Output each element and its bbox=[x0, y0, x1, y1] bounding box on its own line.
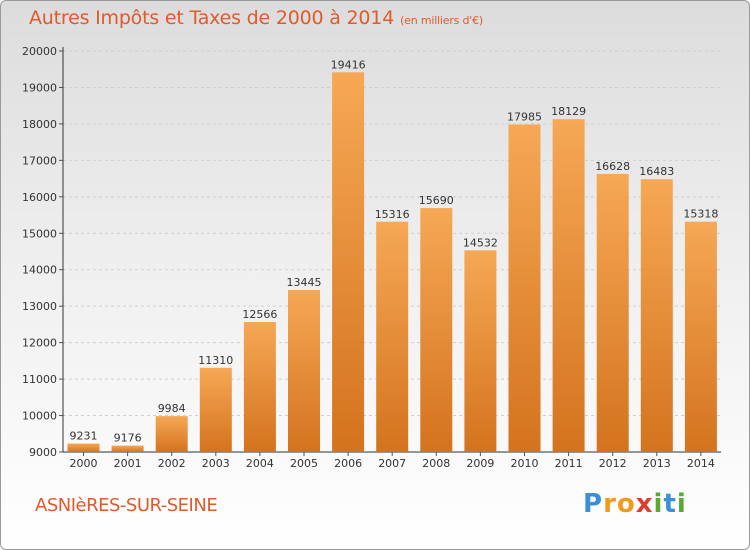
value-label: 15316 bbox=[375, 208, 410, 221]
logo-letter: i bbox=[676, 489, 687, 519]
value-label: 19416 bbox=[331, 58, 366, 71]
value-label: 13445 bbox=[287, 276, 322, 289]
value-label: 16483 bbox=[639, 165, 674, 178]
bar bbox=[243, 322, 276, 452]
y-tick-label: 18000 bbox=[22, 118, 57, 131]
x-tick-label: 2001 bbox=[114, 457, 142, 470]
bar bbox=[288, 289, 320, 452]
x-tick-label: 2012 bbox=[599, 457, 627, 470]
logo-letter: r bbox=[603, 489, 617, 519]
value-label: 15318 bbox=[683, 208, 718, 221]
x-tick-label: 2004 bbox=[246, 457, 274, 470]
logo-letter: x bbox=[635, 489, 654, 519]
value-label: 11310 bbox=[198, 354, 233, 367]
y-tick-label: 13000 bbox=[22, 300, 57, 313]
value-label: 17985 bbox=[507, 110, 542, 123]
bar bbox=[420, 208, 453, 452]
title-text: Autres Impôts et Taxes de 2000 à 2014 bbox=[29, 7, 395, 29]
y-tick-label: 9000 bbox=[29, 446, 57, 459]
logo-letter: i bbox=[653, 489, 664, 519]
logo-letter: P bbox=[583, 489, 604, 519]
bar bbox=[596, 173, 629, 452]
value-label: 18129 bbox=[551, 105, 586, 118]
x-tick-label: 2005 bbox=[290, 457, 318, 470]
x-tick-label: 2013 bbox=[643, 457, 671, 470]
value-label: 9231 bbox=[70, 430, 98, 443]
value-label: 12566 bbox=[242, 308, 277, 321]
value-label: 9984 bbox=[158, 402, 186, 415]
city-name: ASNIèRES-SUR-SEINE bbox=[35, 495, 218, 516]
y-tick-label: 20000 bbox=[22, 45, 57, 58]
proxiti-logo: Proxiti bbox=[583, 489, 687, 519]
value-label: 16628 bbox=[595, 160, 630, 173]
y-tick-label: 14000 bbox=[22, 264, 57, 277]
bar bbox=[376, 221, 409, 452]
x-tick-label: 2000 bbox=[70, 457, 98, 470]
bar bbox=[464, 250, 497, 452]
bar bbox=[67, 443, 100, 452]
bar bbox=[508, 124, 541, 453]
bar bbox=[155, 416, 188, 452]
y-tick-label: 10000 bbox=[22, 410, 57, 423]
x-tick-label: 2009 bbox=[466, 457, 494, 470]
logo-letter: t bbox=[663, 489, 677, 519]
x-tick-label: 2006 bbox=[334, 457, 362, 470]
bar bbox=[552, 119, 585, 452]
y-tick-label: 17000 bbox=[22, 154, 57, 167]
x-tick-label: 2007 bbox=[378, 457, 406, 470]
chart-title: Autres Impôts et Taxes de 2000 à 2014 (en… bbox=[29, 7, 483, 29]
x-tick-label: 2010 bbox=[511, 457, 539, 470]
logo-letter: o bbox=[616, 489, 636, 519]
value-label: 9176 bbox=[114, 432, 142, 445]
bar bbox=[332, 72, 365, 452]
x-tick-label: 2011 bbox=[555, 457, 583, 470]
x-tick-label: 2002 bbox=[158, 457, 186, 470]
y-tick-label: 11000 bbox=[22, 373, 57, 386]
value-label: 14532 bbox=[463, 236, 498, 249]
value-label: 15690 bbox=[419, 194, 454, 207]
bar bbox=[199, 367, 232, 452]
unit-note: (en milliers d'€) bbox=[400, 14, 483, 27]
x-tick-label: 2003 bbox=[202, 457, 230, 470]
x-tick-label: 2014 bbox=[687, 457, 715, 470]
y-tick-label: 16000 bbox=[22, 191, 57, 204]
y-tick-label: 12000 bbox=[22, 337, 57, 350]
y-tick-label: 15000 bbox=[22, 227, 57, 240]
x-tick-label: 2008 bbox=[422, 457, 450, 470]
bar bbox=[640, 179, 673, 452]
bar bbox=[111, 445, 144, 452]
y-tick-label: 19000 bbox=[22, 81, 57, 94]
bar bbox=[684, 221, 717, 452]
